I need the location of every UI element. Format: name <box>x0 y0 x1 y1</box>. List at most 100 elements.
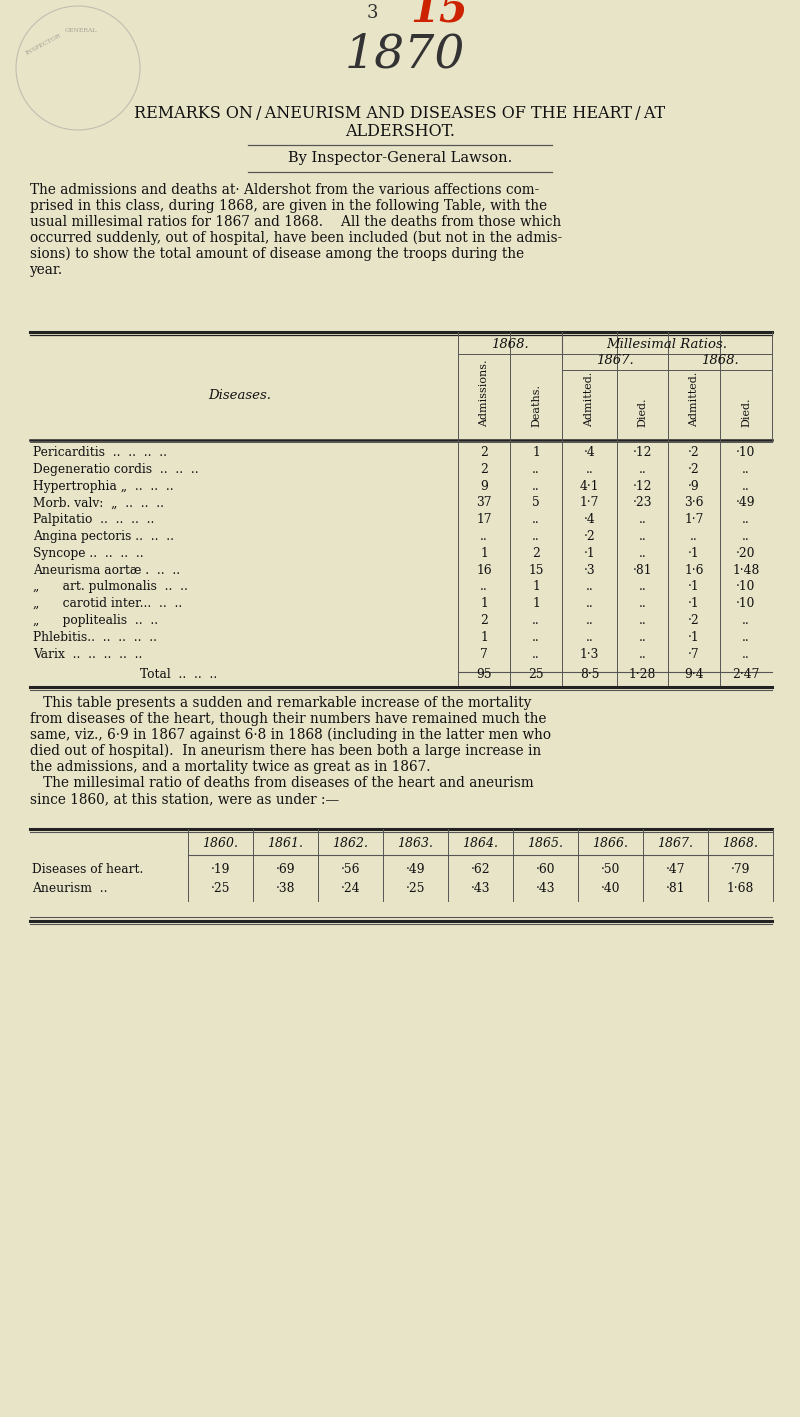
Text: ..: .. <box>638 614 646 626</box>
Text: ..: .. <box>586 614 594 626</box>
Text: ..: .. <box>638 631 646 643</box>
Text: „      art. pulmonalis  ..  ..: „ art. pulmonalis .. .. <box>33 581 188 594</box>
Text: 1: 1 <box>480 547 488 560</box>
Text: ..: .. <box>532 631 540 643</box>
Text: 25: 25 <box>528 669 544 682</box>
Text: 5: 5 <box>532 496 540 509</box>
Text: Angina pectoris ..  ..  ..: Angina pectoris .. .. .. <box>33 530 174 543</box>
Text: ..: .. <box>532 614 540 626</box>
Text: ..: .. <box>586 581 594 594</box>
Text: Pericarditis  ..  ..  ..  ..: Pericarditis .. .. .. .. <box>33 446 167 459</box>
Text: ..: .. <box>742 631 750 643</box>
Text: from diseases of the heart, though their numbers have remained much the: from diseases of the heart, though their… <box>30 713 546 727</box>
Text: Degeneratio cordis  ..  ..  ..: Degeneratio cordis .. .. .. <box>33 463 198 476</box>
Text: ·56: ·56 <box>341 863 360 876</box>
Text: Millesimal Ratios.: Millesimal Ratios. <box>606 339 727 351</box>
Text: ..: .. <box>586 463 594 476</box>
Text: 1861.: 1861. <box>267 837 303 850</box>
Text: 1: 1 <box>532 597 540 611</box>
Text: 95: 95 <box>476 669 492 682</box>
Text: ..: .. <box>586 631 594 643</box>
Text: Aneurism  ..: Aneurism .. <box>32 883 107 896</box>
Text: 1862.: 1862. <box>333 837 369 850</box>
Text: Aneurisma aortæ .  ..  ..: Aneurisma aortæ . .. .. <box>33 564 180 577</box>
Text: ·1: ·1 <box>688 581 700 594</box>
Text: Admissions.: Admissions. <box>479 360 489 427</box>
Text: 1864.: 1864. <box>462 837 498 850</box>
Text: 3: 3 <box>366 4 378 23</box>
Text: 1·28: 1·28 <box>629 669 656 682</box>
Text: Died.: Died. <box>741 398 751 427</box>
Text: ·4: ·4 <box>584 513 595 526</box>
Text: sions) to show the total amount of disease among the troops during the: sions) to show the total amount of disea… <box>30 247 524 261</box>
Text: ..: .. <box>638 463 646 476</box>
Text: 1: 1 <box>480 597 488 611</box>
Text: ..: .. <box>742 513 750 526</box>
Text: This table presents a sudden and remarkable increase of the mortality: This table presents a sudden and remarka… <box>30 696 531 710</box>
Text: 1860.: 1860. <box>202 837 238 850</box>
Text: 1·3: 1·3 <box>580 648 599 660</box>
Text: ..: .. <box>532 513 540 526</box>
Text: ..: .. <box>532 479 540 493</box>
Text: The millesimal ratio of deaths from diseases of the heart and aneurism: The millesimal ratio of deaths from dise… <box>30 777 534 791</box>
Text: ..: .. <box>532 463 540 476</box>
Text: ..: .. <box>742 648 750 660</box>
Text: ·23: ·23 <box>633 496 652 509</box>
Text: 1863.: 1863. <box>398 837 434 850</box>
Text: ·1: ·1 <box>688 631 700 643</box>
Text: 1: 1 <box>532 581 540 594</box>
Text: Phlebitis..  ..  ..  ..  ..: Phlebitis.. .. .. .. .. <box>33 631 157 643</box>
Text: ·10: ·10 <box>736 446 756 459</box>
Text: 1: 1 <box>480 631 488 643</box>
Text: 1868.: 1868. <box>701 354 739 367</box>
Text: ..: .. <box>690 530 698 543</box>
Text: ·12: ·12 <box>633 479 652 493</box>
Text: 2: 2 <box>480 446 488 459</box>
Text: Admitted.: Admitted. <box>585 371 594 427</box>
Text: 15: 15 <box>410 0 468 31</box>
Text: ·25: ·25 <box>210 883 230 896</box>
Text: Total  ..  ..  ..: Total .. .. .. <box>140 669 218 682</box>
Text: 1867.: 1867. <box>658 837 694 850</box>
Text: „      carotid inter...  ..  ..: „ carotid inter... .. .. <box>33 597 182 611</box>
Text: 15: 15 <box>528 564 544 577</box>
Text: ·49: ·49 <box>406 863 426 876</box>
Text: By Inspector-General Lawson.: By Inspector-General Lawson. <box>288 152 512 164</box>
Text: usual millesimal ratios for 1867 and 1868.  All the deaths from those which: usual millesimal ratios for 1867 and 186… <box>30 215 562 230</box>
Text: 7: 7 <box>480 648 488 660</box>
Text: year.: year. <box>30 264 63 276</box>
Text: 16: 16 <box>476 564 492 577</box>
Text: ·43: ·43 <box>470 883 490 896</box>
Text: ·7: ·7 <box>688 648 700 660</box>
Text: ·4: ·4 <box>584 446 595 459</box>
Text: 3·6: 3·6 <box>684 496 704 509</box>
Text: 2: 2 <box>480 614 488 626</box>
Text: Hypertrophia „  ..  ..  ..: Hypertrophia „ .. .. .. <box>33 479 174 493</box>
Text: ·12: ·12 <box>633 446 652 459</box>
Text: ..: .. <box>532 530 540 543</box>
Text: GENERAL: GENERAL <box>65 28 98 33</box>
Text: ..: .. <box>742 479 750 493</box>
Text: same, viz., 6·9 in 1867 against 6·8 in 1868 (including in the latter men who: same, viz., 6·9 in 1867 against 6·8 in 1… <box>30 728 551 743</box>
Text: the admissions, and a mortality twice as great as in 1867.: the admissions, and a mortality twice as… <box>30 761 430 775</box>
Text: ..: .. <box>742 614 750 626</box>
Text: 1866.: 1866. <box>593 837 629 850</box>
Text: ..: .. <box>742 530 750 543</box>
Text: 1·7: 1·7 <box>580 496 599 509</box>
Text: ..: .. <box>480 581 488 594</box>
Text: ..: .. <box>638 530 646 543</box>
Text: Varix  ..  ..  ..  ..  ..: Varix .. .. .. .. .. <box>33 648 142 660</box>
Text: 1868.: 1868. <box>722 837 758 850</box>
Text: ·43: ·43 <box>536 883 555 896</box>
Text: ·81: ·81 <box>633 564 652 577</box>
Text: ·47: ·47 <box>666 863 686 876</box>
Text: ·1: ·1 <box>584 547 595 560</box>
Text: Deaths.: Deaths. <box>531 384 541 427</box>
Text: ·10: ·10 <box>736 597 756 611</box>
Text: 1·68: 1·68 <box>727 883 754 896</box>
Text: ..: .. <box>480 530 488 543</box>
Text: ..: .. <box>638 648 646 660</box>
Text: ..: .. <box>586 597 594 611</box>
Text: 4·1: 4·1 <box>580 479 599 493</box>
Text: ·1: ·1 <box>688 547 700 560</box>
